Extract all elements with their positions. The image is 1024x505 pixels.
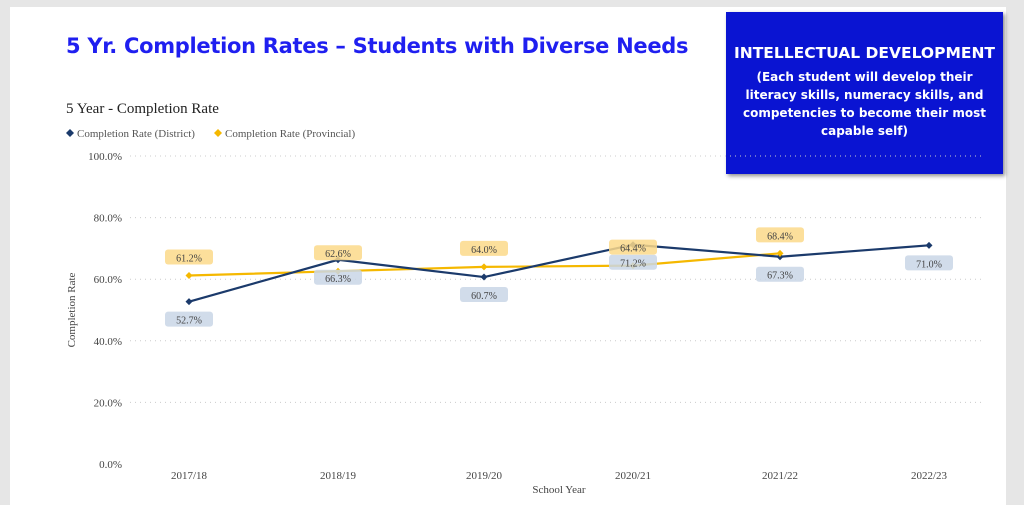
district-label-bg bbox=[460, 287, 508, 303]
y-tick-label: 40.0% bbox=[94, 336, 122, 348]
district-data-label: 60.7% bbox=[471, 291, 497, 302]
legend-district-marker bbox=[66, 129, 74, 137]
callout-heading: INTELLECTUAL DEVELOPMENT bbox=[733, 44, 996, 62]
y-tick-label: 0.0% bbox=[99, 459, 122, 471]
district-label-bg bbox=[165, 311, 213, 327]
intellectual-development-callout: INTELLECTUAL DEVELOPMENT (Each student w… bbox=[726, 12, 1003, 174]
district-data-label: 66.3% bbox=[325, 274, 351, 285]
district-point bbox=[185, 298, 193, 306]
district-line bbox=[188, 243, 930, 303]
provincial-label-bg bbox=[756, 227, 804, 243]
provincial-data-label: 64.0% bbox=[471, 245, 497, 256]
x-tick-label: 2022/23 bbox=[911, 470, 948, 482]
legend-provincial-label: Completion Rate (Provincial) bbox=[225, 128, 355, 140]
provincial-data-label: 68.4% bbox=[767, 231, 793, 242]
district-label-bg bbox=[905, 255, 953, 271]
district-point bbox=[925, 241, 933, 249]
provincial-point bbox=[480, 263, 488, 271]
x-tick-label: 2020/21 bbox=[615, 470, 651, 482]
provincial-label-bg bbox=[314, 245, 362, 261]
district-label-bg bbox=[756, 266, 804, 282]
x-axis-label: School Year bbox=[532, 484, 586, 496]
callout-body: (Each student will develop their literac… bbox=[742, 70, 986, 138]
district-data-label: 71.0% bbox=[916, 259, 942, 270]
page-title: 5 Yr. Completion Rates – Students with D… bbox=[66, 34, 689, 58]
y-tick-label: 100.0% bbox=[88, 151, 122, 163]
legend-district-label: Completion Rate (District) bbox=[77, 128, 195, 140]
provincial-point bbox=[185, 272, 193, 280]
district-label-bg bbox=[314, 269, 362, 285]
provincial-data-label: 62.6% bbox=[325, 249, 351, 260]
provincial-data-label: 61.2% bbox=[176, 254, 202, 265]
x-tick-label: 2019/20 bbox=[466, 470, 503, 482]
provincial-data-label: 64.4% bbox=[620, 244, 646, 255]
district-label-bg bbox=[609, 254, 657, 270]
legend-provincial-marker bbox=[214, 129, 222, 137]
provincial-point bbox=[776, 249, 784, 257]
district-data-label: 71.2% bbox=[620, 259, 646, 270]
x-tick-label: 2018/19 bbox=[320, 470, 357, 482]
district-data-label: 52.7% bbox=[176, 316, 202, 327]
x-tick-label: 2021/22 bbox=[762, 470, 798, 482]
y-axis-label: Completion Rate bbox=[66, 272, 78, 347]
y-tick-label: 20.0% bbox=[94, 397, 122, 409]
legend: Completion Rate (District) Completion Ra… bbox=[66, 128, 355, 140]
y-tick-label: 60.0% bbox=[94, 274, 122, 286]
district-data-label: 67.3% bbox=[767, 271, 793, 282]
provincial-label-bg bbox=[165, 249, 213, 265]
provincial-label-bg bbox=[460, 240, 508, 256]
chart-title: 5 Year - Completion Rate bbox=[66, 101, 219, 117]
y-tick-label: 80.0% bbox=[94, 213, 122, 225]
district-point bbox=[480, 273, 488, 281]
x-tick-label: 2017/18 bbox=[171, 470, 208, 482]
provincial-label-bg bbox=[609, 239, 657, 255]
